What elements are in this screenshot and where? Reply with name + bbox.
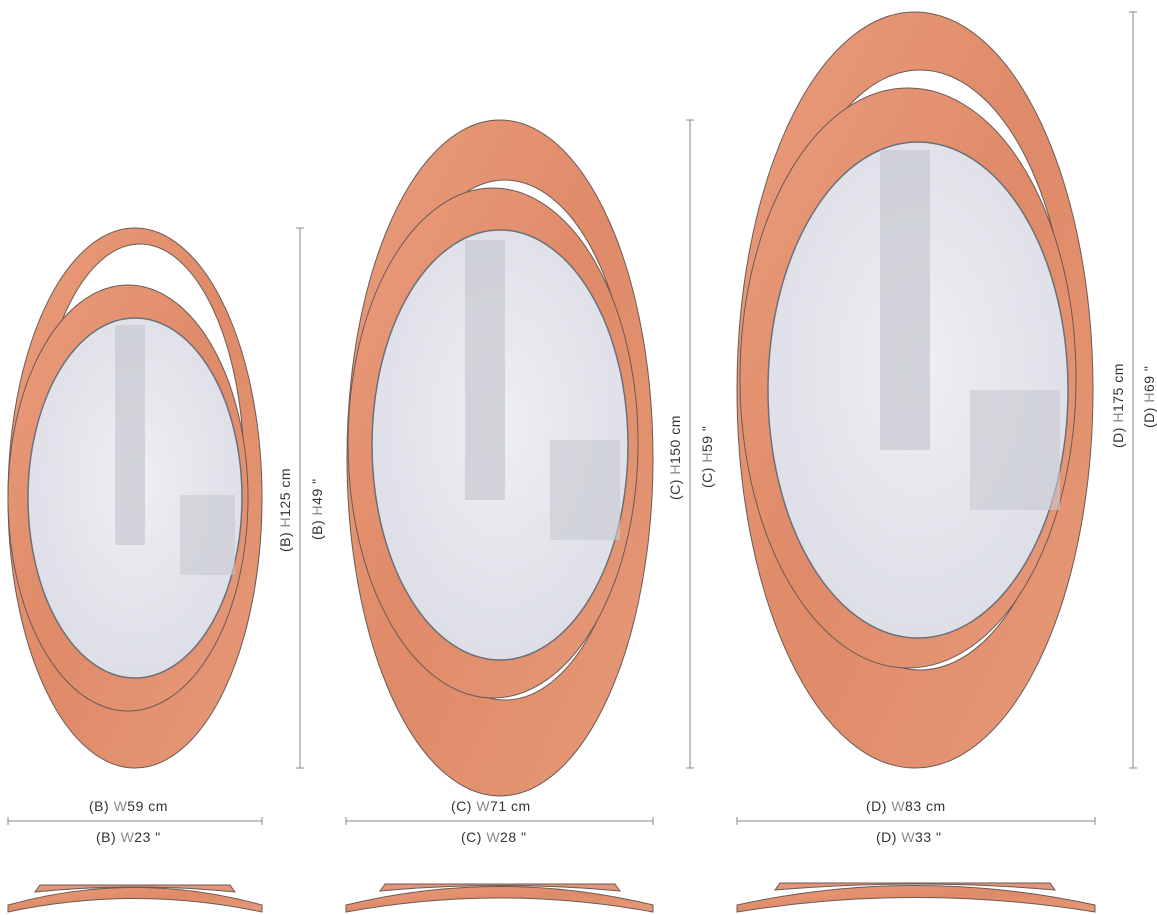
mirror-d-profile [736, 885, 1096, 913]
label-letter: H [699, 452, 715, 463]
label-letter: W [486, 829, 501, 845]
label-value: 49 " [309, 478, 325, 505]
height-dim-lines [296, 11, 1137, 769]
mirror-c-height-in: (C) H59 " [699, 426, 715, 488]
label-prefix: (B) [309, 515, 325, 540]
label-prefix: (C) [451, 798, 477, 814]
label-value: 83 cm [905, 798, 946, 814]
label-prefix: (D) [866, 798, 892, 814]
side-profiles [7, 882, 1096, 913]
label-letter: W [901, 829, 916, 845]
width-dim-lines [7, 817, 1096, 825]
mirror-b-height-cm: (B) H125 cm [277, 468, 293, 552]
mirror-c-reflection [465, 240, 505, 500]
label-prefix: (D) [1141, 402, 1157, 428]
mirror-d-width-in: (D) W33 " [876, 829, 941, 845]
label-value: 69 " [1141, 365, 1157, 393]
label-letter: H [309, 504, 325, 516]
label-value: 23 " [134, 829, 161, 845]
mirror-b-width-cm: (B) W59 cm [89, 798, 168, 814]
label-value: 59 " [699, 425, 715, 453]
label-prefix: (C) [461, 829, 487, 845]
label-value: 175 cm [1110, 363, 1126, 413]
label-value: 33 " [915, 829, 942, 845]
label-letter: H [667, 464, 683, 475]
label-prefix: (C) [699, 462, 715, 488]
label-letter: H [277, 516, 293, 528]
mirror-d-reflection-2 [970, 390, 1060, 510]
label-value: 59 cm [127, 798, 168, 814]
mirror-b-reflection-2 [180, 495, 235, 575]
mirror-b-height-in: (B) H49 " [309, 478, 325, 540]
label-prefix: (B) [277, 527, 293, 552]
mirror-b [7, 227, 263, 769]
label-letter: W [120, 829, 135, 845]
label-value: 28 " [500, 829, 527, 845]
mirror-d-width-cm: (D) W83 cm [866, 798, 946, 814]
label-letter: W [891, 798, 906, 814]
label-prefix: (C) [667, 474, 683, 500]
mirror-c [346, 119, 654, 797]
mirror-c-width-cm: (C) W71 cm [451, 798, 531, 814]
mirror-b-reflection [115, 325, 145, 545]
mirror-c-profile [345, 886, 654, 913]
label-prefix: (B) [96, 829, 121, 845]
label-prefix: (D) [1110, 422, 1126, 448]
label-letter: H [1141, 392, 1157, 403]
label-value: 71 cm [490, 798, 531, 814]
mirror-c-reflection-2 [550, 440, 620, 540]
mirror-b-profile [7, 887, 263, 913]
label-value: 150 cm [667, 415, 683, 465]
label-letter: H [1110, 412, 1126, 423]
label-letter: W [113, 798, 128, 814]
mirror-d-height-in: (D) H69 " [1141, 366, 1157, 428]
label-letter: W [476, 798, 491, 814]
label-prefix: (B) [89, 798, 114, 814]
label-value: 125 cm [277, 467, 293, 517]
mirror-d-reflection [880, 150, 930, 450]
label-prefix: (D) [876, 829, 902, 845]
mirror-c-height-cm: (C) H150 cm [667, 415, 683, 500]
mirror-c-width-in: (C) W28 " [461, 829, 526, 845]
mirror-b-width-in: (B) W23 " [96, 829, 161, 845]
mirror-d-height-cm: (D) H175 cm [1110, 363, 1126, 448]
mirror-d [736, 11, 1094, 769]
